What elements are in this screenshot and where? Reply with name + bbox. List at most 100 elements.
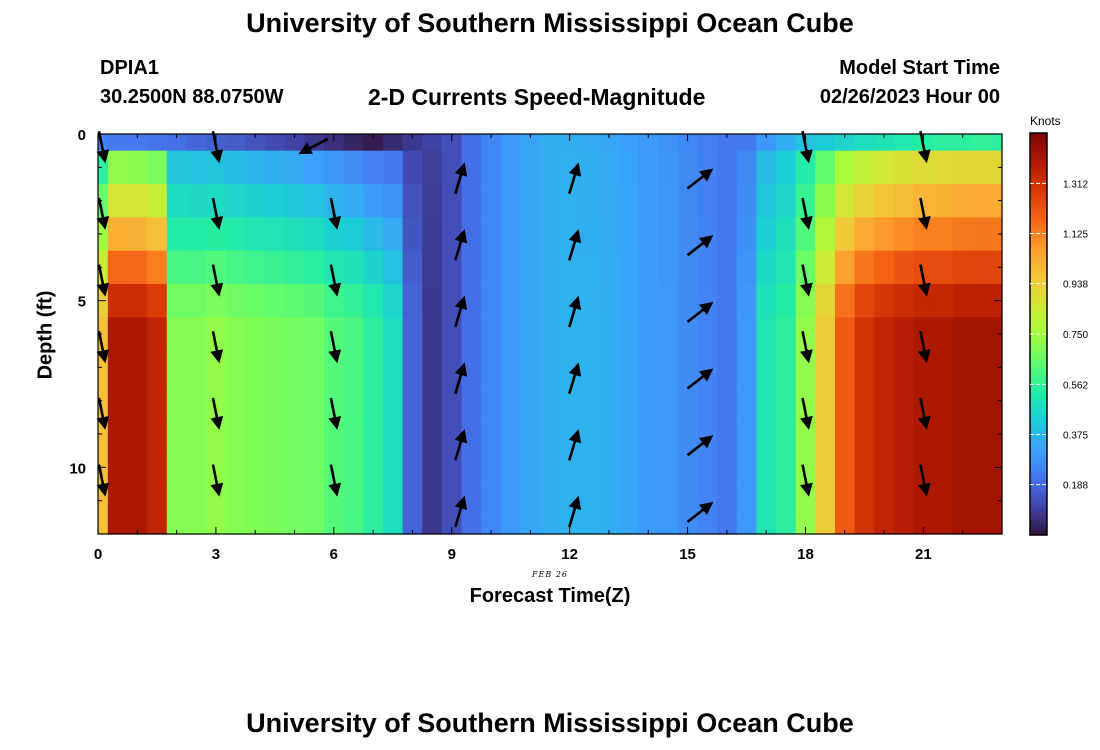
heatmap-cell [893,417,915,452]
heatmap-cell [186,450,207,485]
heatmap-cell [756,417,777,452]
heatmap-cell [402,150,423,185]
heatmap-cell [658,417,679,452]
heatmap-cell [245,284,266,318]
heatmap-cell [461,450,482,485]
heatmap-cell [933,317,954,352]
colorbar-tick-label: 0.188 [1063,481,1088,492]
heatmap-cell [599,150,620,185]
heatmap-cell [265,317,286,352]
heatmap-cell [736,317,757,352]
current-vector [328,464,342,497]
heatmap-cell [245,384,266,418]
heatmap-cell [638,250,659,285]
heatmap-cell [697,384,718,418]
heatmap-cell [500,517,522,535]
heatmap-cell [206,450,227,485]
heatmap-cell [697,517,718,535]
heatmap-cell [127,250,148,285]
heatmap-cell [304,350,325,385]
heatmap-cell [98,417,109,452]
heatmap-cell [893,150,915,185]
heatmap-cell [441,134,463,152]
heatmap-cell [147,134,168,152]
heatmap-cell [874,284,895,318]
heatmap-cell [658,350,679,385]
colorbar-tick-label: 1.125 [1063,230,1088,241]
heatmap-cell [972,284,993,318]
heatmap-cell [304,317,325,352]
current-vector [686,235,714,257]
heatmap-cell [658,284,679,318]
heatmap-cell [638,134,659,152]
colorbar-tick-label: 0.375 [1063,431,1088,442]
heatmap-cell [206,217,227,252]
heatmap-cell [500,150,522,185]
heatmap-cell [933,150,954,185]
heatmap-cell [382,484,404,518]
heatmap-cell [854,317,875,352]
heatmap-cell [481,517,502,535]
heatmap-cell [225,184,246,218]
heatmap-cell [382,217,404,252]
heatmap-cell [834,350,856,385]
heatmap-cell [520,184,541,218]
heatmap-cell [500,384,522,418]
heatmap-cell [756,250,777,285]
heatmap-cell [913,150,934,185]
heatmap-cell [579,184,600,218]
heatmap-cell [461,417,482,452]
heatmap-cell [992,350,1003,385]
heatmap-cell [893,184,915,218]
heatmap-cell [815,150,836,185]
heatmap-cell [756,484,777,518]
current-vector [210,131,224,164]
heatmap-cell [245,517,266,535]
y-tick-label: 5 [78,294,86,311]
heatmap-cell [913,217,934,252]
heatmap-cell [284,217,305,252]
heatmap-cell [186,484,207,518]
heatmap-cell [245,250,266,285]
heatmap-cell [127,317,148,352]
heatmap-cell [618,317,640,352]
heatmap-cell [677,484,698,518]
heatmap-cell [324,217,345,252]
heatmap-cell [481,184,502,218]
heatmap-cell [206,384,227,418]
heatmap-cell [265,517,286,535]
heatmap-cell [363,217,384,252]
heatmap-cell [324,350,345,385]
heatmap-cell [972,417,993,452]
heatmap-cell [736,384,757,418]
heatmap-cell [834,484,856,518]
heatmap-cell [304,517,325,535]
current-vector [210,331,224,364]
heatmap-cell [815,450,836,485]
heatmap-cell [363,484,384,518]
heatmap-cell [795,450,816,485]
heatmap-cell [481,417,502,452]
current-vector [800,331,813,364]
heatmap-cell [933,417,954,452]
heatmap-cell [225,134,246,152]
heatmap-cell [717,134,738,152]
heatmap-cell [834,517,856,535]
heatmap-cell [776,517,797,535]
station-id: DPIA1 [100,57,159,79]
heatmap-cell [422,384,443,418]
heatmap-cell [717,517,738,535]
colorbar-title: Knots [1030,114,1061,128]
heatmap-cell [98,484,109,518]
heatmap-cell [952,450,974,485]
heatmap-cell [324,134,345,152]
heatmap-cell [461,484,482,518]
heatmap-cell [834,384,856,418]
heatmap-cell [402,134,423,152]
heatmap-cell [815,517,836,535]
heatmap-cell [992,384,1003,418]
heatmap-cell [677,384,698,418]
heatmap-cell [658,450,679,485]
heatmap-cell [579,284,600,318]
